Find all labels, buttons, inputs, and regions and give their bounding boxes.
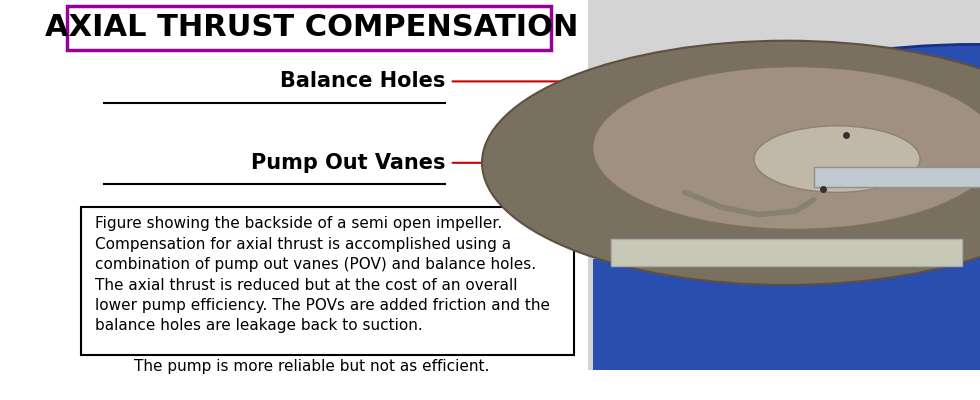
Bar bbox=[814, 166, 980, 187]
Bar bbox=[588, 0, 980, 370]
FancyBboxPatch shape bbox=[67, 6, 551, 50]
Text: AXIAL THRUST COMPENSATION: AXIAL THRUST COMPENSATION bbox=[45, 13, 578, 42]
FancyBboxPatch shape bbox=[81, 207, 574, 355]
Circle shape bbox=[625, 44, 980, 326]
Bar bbox=[593, 259, 980, 370]
Text: Figure showing the backside of a semi open impeller.
Compensation for axial thru: Figure showing the backside of a semi op… bbox=[95, 216, 550, 374]
Text: Balance Holes: Balance Holes bbox=[279, 72, 445, 92]
Circle shape bbox=[593, 67, 980, 230]
Circle shape bbox=[482, 41, 980, 285]
Circle shape bbox=[754, 126, 920, 192]
Text: Pump Out Vanes: Pump Out Vanes bbox=[251, 153, 445, 173]
Bar bbox=[612, 239, 961, 266]
